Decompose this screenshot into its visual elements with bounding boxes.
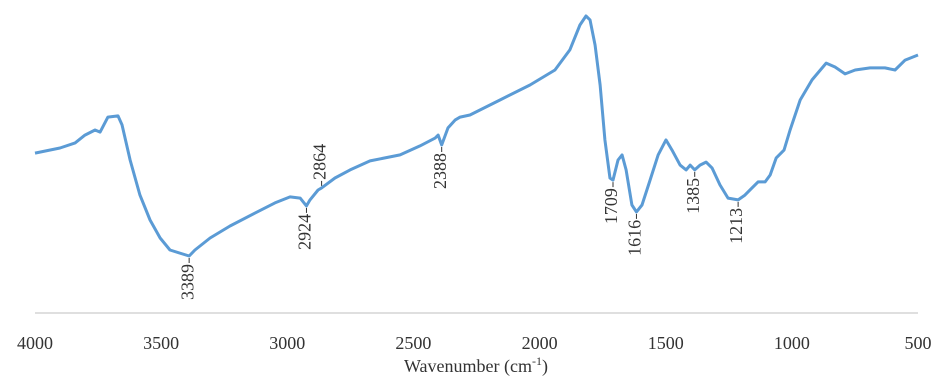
x-tick-label: 3000 bbox=[269, 333, 305, 353]
annotation-label: 2864 bbox=[310, 144, 330, 180]
x-tick-label: 2500 bbox=[395, 333, 431, 353]
x-tick-label: 500 bbox=[905, 333, 932, 353]
x-tick-label: 2000 bbox=[522, 333, 558, 353]
spectrum-line bbox=[34, 14, 919, 258]
x-axis-title-text: Wavenumber (cm bbox=[404, 356, 532, 377]
annotation-label: 1385 bbox=[683, 178, 703, 214]
x-axis-title-sup: -1 bbox=[532, 354, 542, 368]
x-tick-label: 1000 bbox=[774, 333, 810, 353]
annotation-label: 3389 bbox=[177, 264, 197, 300]
annotation-label: 2388 bbox=[430, 153, 450, 189]
x-tick-label: 3500 bbox=[143, 333, 179, 353]
x-axis-title-tail: ) bbox=[542, 356, 548, 377]
annotation-label: 1616 bbox=[625, 220, 645, 256]
annotation-label: 1709 bbox=[601, 188, 621, 224]
x-tick-label: 4000 bbox=[17, 333, 53, 353]
x-tick-label: 1500 bbox=[648, 333, 684, 353]
x-axis-title: Wavenumber (cm-1) bbox=[404, 354, 548, 377]
annotation-label: 1213 bbox=[726, 208, 746, 244]
annotation-label: 2924 bbox=[295, 214, 315, 250]
